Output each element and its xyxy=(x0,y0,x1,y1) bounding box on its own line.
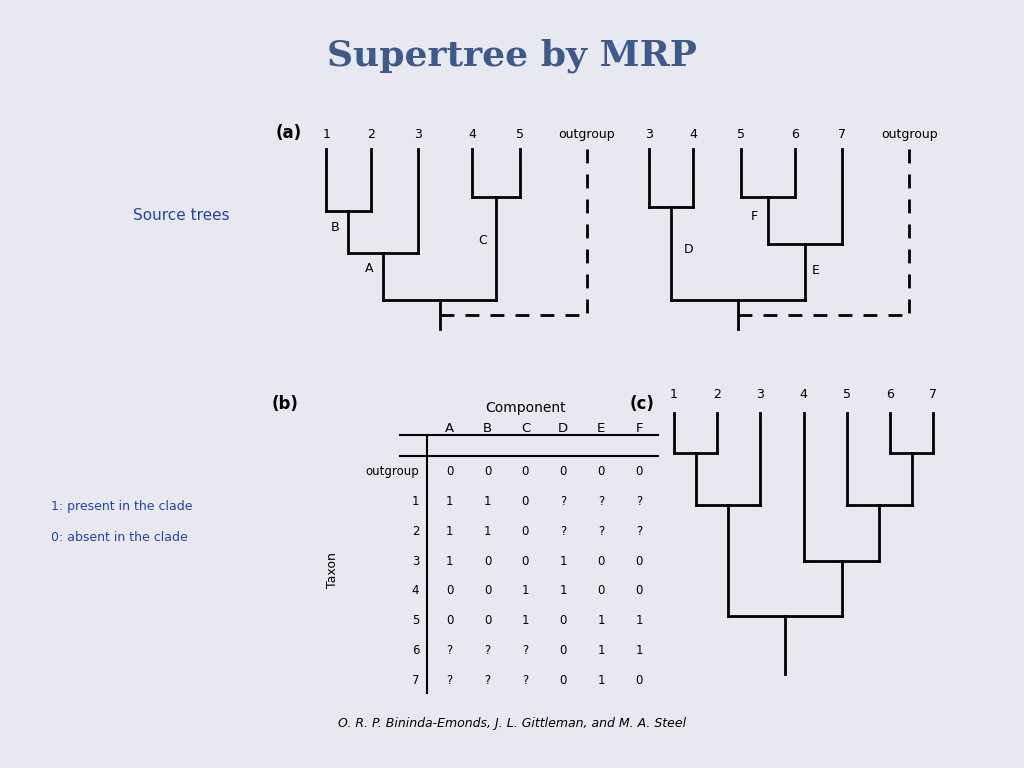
Text: 1: 1 xyxy=(670,388,678,401)
Text: 0: 0 xyxy=(521,465,529,478)
Text: 1: 1 xyxy=(483,495,492,508)
Text: 1: present in the clade: 1: present in the clade xyxy=(51,501,193,513)
Text: 1: 1 xyxy=(635,644,643,657)
Text: D: D xyxy=(684,243,693,256)
Text: ?: ? xyxy=(598,495,604,508)
Text: 4: 4 xyxy=(412,584,420,598)
Text: ?: ? xyxy=(560,525,566,538)
Text: 2: 2 xyxy=(367,127,375,141)
Text: 3: 3 xyxy=(757,388,764,401)
Text: 0: 0 xyxy=(521,495,529,508)
Text: B: B xyxy=(483,422,493,435)
Text: ?: ? xyxy=(484,674,490,687)
Text: 4: 4 xyxy=(468,127,476,141)
Text: 0: 0 xyxy=(559,614,567,627)
Text: 0: 0 xyxy=(559,465,567,478)
Text: ?: ? xyxy=(522,674,528,687)
Text: 3: 3 xyxy=(412,554,420,568)
Text: C: C xyxy=(478,233,486,247)
Text: 6: 6 xyxy=(791,127,799,141)
Text: 1: 1 xyxy=(445,525,454,538)
Text: outgroup: outgroup xyxy=(881,127,937,141)
Text: E: E xyxy=(597,422,605,435)
Text: 0: 0 xyxy=(559,674,567,687)
Text: ?: ? xyxy=(560,495,566,508)
Text: 2: 2 xyxy=(713,388,721,401)
Text: F: F xyxy=(752,210,759,223)
Text: ?: ? xyxy=(636,525,642,538)
Text: 1: 1 xyxy=(559,554,567,568)
Text: 0: 0 xyxy=(521,525,529,538)
Text: (c): (c) xyxy=(630,395,654,412)
Text: ?: ? xyxy=(484,644,490,657)
Text: D: D xyxy=(558,422,568,435)
Text: 0: 0 xyxy=(483,465,492,478)
Text: 7: 7 xyxy=(412,674,420,687)
Text: 1: 1 xyxy=(483,525,492,538)
Text: 7: 7 xyxy=(839,127,847,141)
Text: B: B xyxy=(331,221,339,234)
Text: 4: 4 xyxy=(689,127,697,141)
Text: E: E xyxy=(811,263,819,276)
Text: ?: ? xyxy=(598,525,604,538)
Text: 0: 0 xyxy=(483,554,492,568)
Text: 1: 1 xyxy=(412,495,420,508)
Text: 1: 1 xyxy=(521,614,529,627)
Text: C: C xyxy=(521,422,530,435)
Text: 0: 0 xyxy=(597,465,605,478)
Text: 0: 0 xyxy=(597,554,605,568)
Text: A: A xyxy=(445,422,455,435)
Text: 1: 1 xyxy=(445,495,454,508)
Text: outgroup: outgroup xyxy=(366,465,420,478)
Text: 1: 1 xyxy=(445,554,454,568)
Text: Component: Component xyxy=(485,401,565,415)
Text: ?: ? xyxy=(446,674,453,687)
Text: A: A xyxy=(366,262,374,275)
Text: 2: 2 xyxy=(412,525,420,538)
Text: 7: 7 xyxy=(930,388,937,401)
Text: 1: 1 xyxy=(559,584,567,598)
Text: 4: 4 xyxy=(800,388,808,401)
Text: 3: 3 xyxy=(645,127,652,141)
Text: 6: 6 xyxy=(412,644,420,657)
Text: (a): (a) xyxy=(275,124,302,142)
Text: 0: 0 xyxy=(483,584,492,598)
Text: F: F xyxy=(635,422,643,435)
Text: 0: 0 xyxy=(559,644,567,657)
Text: 1: 1 xyxy=(521,584,529,598)
Text: 6: 6 xyxy=(886,388,894,401)
Text: ?: ? xyxy=(446,644,453,657)
Text: 0: 0 xyxy=(635,674,643,687)
Text: Supertree by MRP: Supertree by MRP xyxy=(327,38,697,73)
Text: 1: 1 xyxy=(597,614,605,627)
Text: 0: 0 xyxy=(483,614,492,627)
Text: 5: 5 xyxy=(412,614,420,627)
Text: 5: 5 xyxy=(843,388,851,401)
Text: 0: absent in the clade: 0: absent in the clade xyxy=(51,531,188,544)
Text: 0: 0 xyxy=(445,614,454,627)
Text: 0: 0 xyxy=(635,465,643,478)
Text: 3: 3 xyxy=(415,127,422,141)
Text: 1: 1 xyxy=(597,674,605,687)
Text: O. R. P. Bininda-Emonds, J. L. Gittleman, and M. A. Steel: O. R. P. Bininda-Emonds, J. L. Gittleman… xyxy=(338,717,686,730)
Text: 1: 1 xyxy=(635,614,643,627)
Text: 0: 0 xyxy=(445,465,454,478)
Text: 1: 1 xyxy=(597,644,605,657)
Text: (b): (b) xyxy=(271,395,298,412)
Text: Source trees: Source trees xyxy=(133,207,229,223)
Text: 0: 0 xyxy=(597,584,605,598)
Text: 1: 1 xyxy=(323,127,330,141)
Text: outgroup: outgroup xyxy=(558,127,614,141)
Text: Taxon: Taxon xyxy=(326,552,339,588)
Text: 0: 0 xyxy=(521,554,529,568)
Text: ?: ? xyxy=(636,495,642,508)
Text: ?: ? xyxy=(522,644,528,657)
Text: 5: 5 xyxy=(737,127,744,141)
Text: 0: 0 xyxy=(635,554,643,568)
Text: 5: 5 xyxy=(516,127,524,141)
Text: 0: 0 xyxy=(635,584,643,598)
Text: 0: 0 xyxy=(445,584,454,598)
